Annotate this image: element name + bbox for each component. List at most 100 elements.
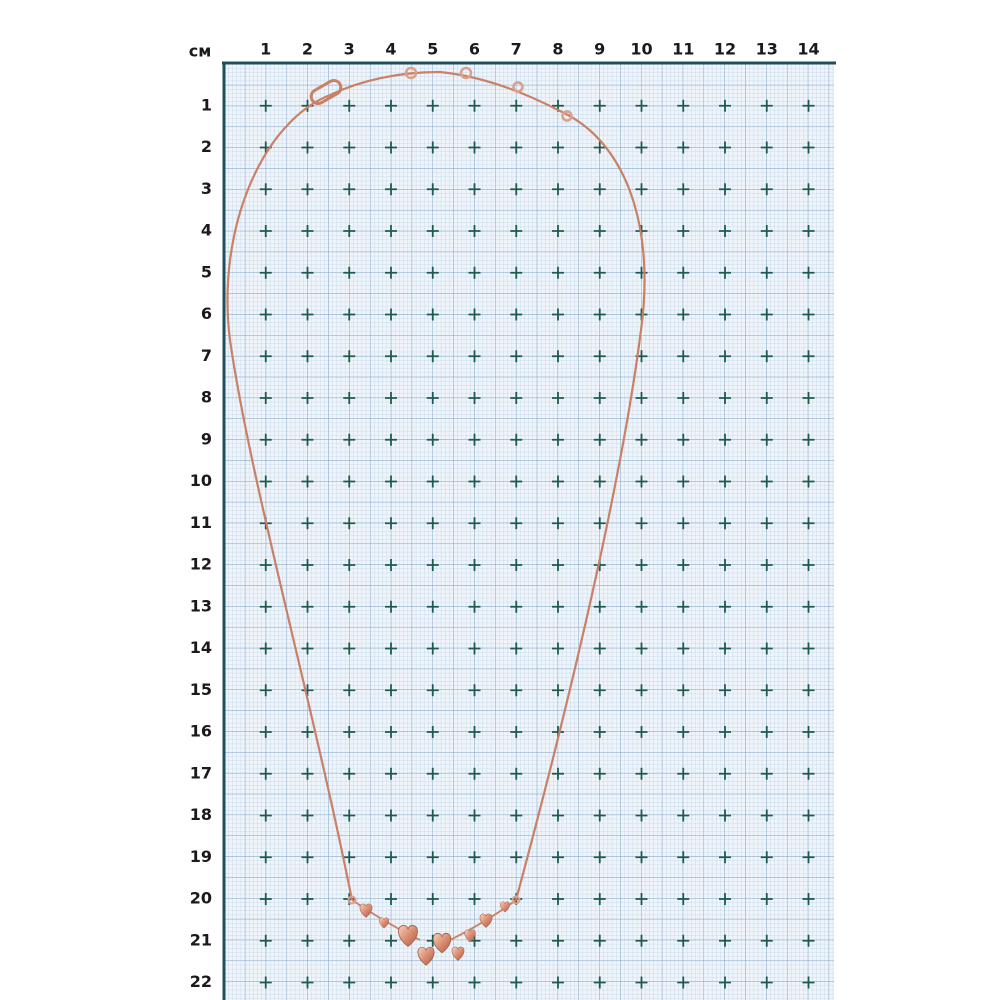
cross <box>719 934 731 947</box>
row-label: 1 <box>201 95 212 114</box>
cross <box>719 433 731 446</box>
cross <box>760 684 773 697</box>
row-label: 16 <box>190 722 212 741</box>
cross <box>677 934 690 947</box>
cross <box>719 517 731 530</box>
cross <box>468 726 481 738</box>
cross <box>593 475 606 488</box>
cross <box>385 392 397 404</box>
cross <box>510 225 523 237</box>
row-label: 8 <box>201 388 212 407</box>
cross <box>385 809 397 822</box>
cross <box>802 851 815 864</box>
cross <box>468 183 481 196</box>
cross <box>593 684 606 697</box>
cross <box>760 475 773 488</box>
cross <box>426 308 439 321</box>
cross <box>635 517 648 530</box>
cross <box>719 767 731 780</box>
cross <box>301 976 314 989</box>
cross <box>677 684 690 697</box>
cross <box>385 559 397 571</box>
cross <box>510 642 523 655</box>
cross <box>635 433 648 446</box>
cross <box>760 893 773 905</box>
cross <box>510 266 523 279</box>
cross <box>385 266 397 279</box>
cross <box>385 934 397 947</box>
chain-right <box>329 70 646 901</box>
cross <box>259 559 272 571</box>
cross <box>802 392 815 404</box>
cross <box>719 684 731 697</box>
cross <box>468 809 481 822</box>
cross <box>552 809 564 822</box>
cross <box>468 976 481 989</box>
column-label: 13 <box>756 40 778 59</box>
cross <box>593 183 606 196</box>
cross <box>343 392 356 404</box>
cross <box>426 350 439 363</box>
row-label: 17 <box>190 763 212 782</box>
cross <box>426 600 439 613</box>
cross <box>593 99 606 112</box>
cross <box>510 99 523 112</box>
cross <box>468 851 481 864</box>
cross <box>343 350 356 363</box>
cross <box>259 308 272 321</box>
cross <box>677 141 690 154</box>
cross <box>802 183 815 196</box>
cross <box>802 684 815 697</box>
cross <box>760 600 773 613</box>
cross <box>301 308 314 321</box>
column-label: 11 <box>672 40 694 59</box>
row-label: 15 <box>190 680 212 699</box>
cross <box>510 433 523 446</box>
cross <box>343 517 356 530</box>
cross <box>719 976 731 989</box>
cross <box>301 517 314 530</box>
cross <box>385 684 397 697</box>
cross <box>802 934 815 947</box>
cross <box>552 350 564 363</box>
cross <box>259 392 272 404</box>
cross <box>719 893 731 905</box>
cross <box>343 809 356 822</box>
cross <box>802 99 815 112</box>
cross <box>259 851 272 864</box>
row-label: 12 <box>190 555 212 574</box>
cross <box>301 559 314 571</box>
row-label: 21 <box>190 930 212 949</box>
cross <box>635 475 648 488</box>
cross <box>719 392 731 404</box>
cross <box>635 600 648 613</box>
cross <box>677 517 690 530</box>
column-label: 2 <box>302 40 313 59</box>
cross <box>259 934 272 947</box>
cross <box>760 726 773 738</box>
cross <box>635 642 648 655</box>
cross <box>760 976 773 989</box>
cross <box>301 350 314 363</box>
cross <box>259 893 272 905</box>
row-label: 14 <box>190 638 212 657</box>
cross <box>552 266 564 279</box>
cross <box>385 308 397 321</box>
cross <box>385 600 397 613</box>
cross <box>343 433 356 446</box>
cross <box>301 934 314 947</box>
cross <box>552 851 564 864</box>
cross <box>593 392 606 404</box>
cross <box>510 600 523 613</box>
cross <box>719 225 731 237</box>
row-label: 10 <box>190 471 212 490</box>
cross <box>593 767 606 780</box>
cross <box>802 767 815 780</box>
cross <box>343 141 356 154</box>
cross <box>301 392 314 404</box>
cross <box>802 350 815 363</box>
cross <box>510 726 523 738</box>
cross <box>802 433 815 446</box>
cross <box>802 475 815 488</box>
cross <box>802 809 815 822</box>
